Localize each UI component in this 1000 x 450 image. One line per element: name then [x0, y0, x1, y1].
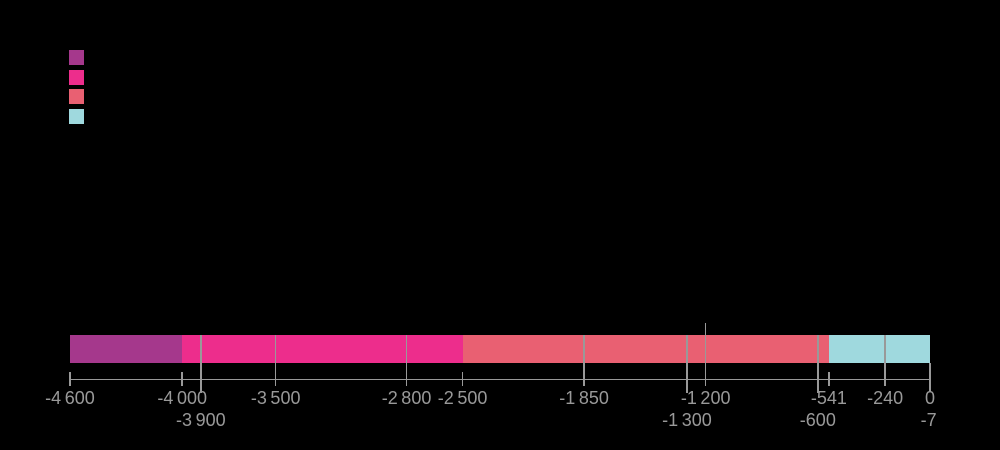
x-axis-tick	[274, 334, 277, 386]
x-axis-tick-label: -1 300	[662, 410, 712, 430]
x-axis-tick-label: -541	[810, 388, 847, 408]
x-axis-tick-label: 0	[924, 388, 936, 408]
x-axis-tick-label: -1 200	[680, 388, 731, 408]
legend-swatch[interactable]	[69, 50, 84, 65]
x-axis-tick-label: -2 500	[437, 388, 488, 408]
x-axis-tick-label: -4 600	[45, 388, 95, 408]
x-axis-tick	[686, 334, 688, 393]
legend-swatch[interactable]	[69, 109, 84, 124]
x-axis-tick	[461, 371, 464, 386]
legend-swatch[interactable]	[69, 70, 84, 85]
timeline-segment[interactable]	[828, 334, 930, 363]
x-axis-tick	[828, 371, 830, 386]
x-axis-tick	[817, 334, 819, 393]
x-axis-tick	[69, 371, 71, 386]
x-axis-tick	[200, 334, 202, 393]
timeline-segment[interactable]	[182, 334, 463, 363]
x-axis-tick-label: -600	[799, 410, 836, 430]
x-axis-tick-label: -3 900	[176, 410, 226, 430]
x-axis-tick-label: -240	[867, 388, 904, 408]
x-axis-tick-label: -7	[920, 410, 937, 430]
legend-swatch[interactable]	[69, 89, 84, 104]
x-axis-tick	[181, 371, 183, 386]
x-axis-tick-label: -2 800	[381, 388, 432, 408]
x-axis-tick	[884, 334, 886, 386]
x-axis-baseline	[70, 378, 930, 380]
x-axis-tick-label: -4 000	[157, 388, 207, 408]
x-axis-tick	[405, 334, 408, 386]
x-axis-tick	[583, 334, 585, 386]
timeline-segment[interactable]	[70, 334, 183, 363]
x-axis-tick-label: -1 850	[559, 388, 609, 408]
x-axis-tick-label: -3 500	[250, 388, 301, 408]
x-axis-tick	[929, 363, 931, 392]
x-axis-tick	[704, 323, 707, 386]
timeline-segment[interactable]	[462, 334, 829, 363]
